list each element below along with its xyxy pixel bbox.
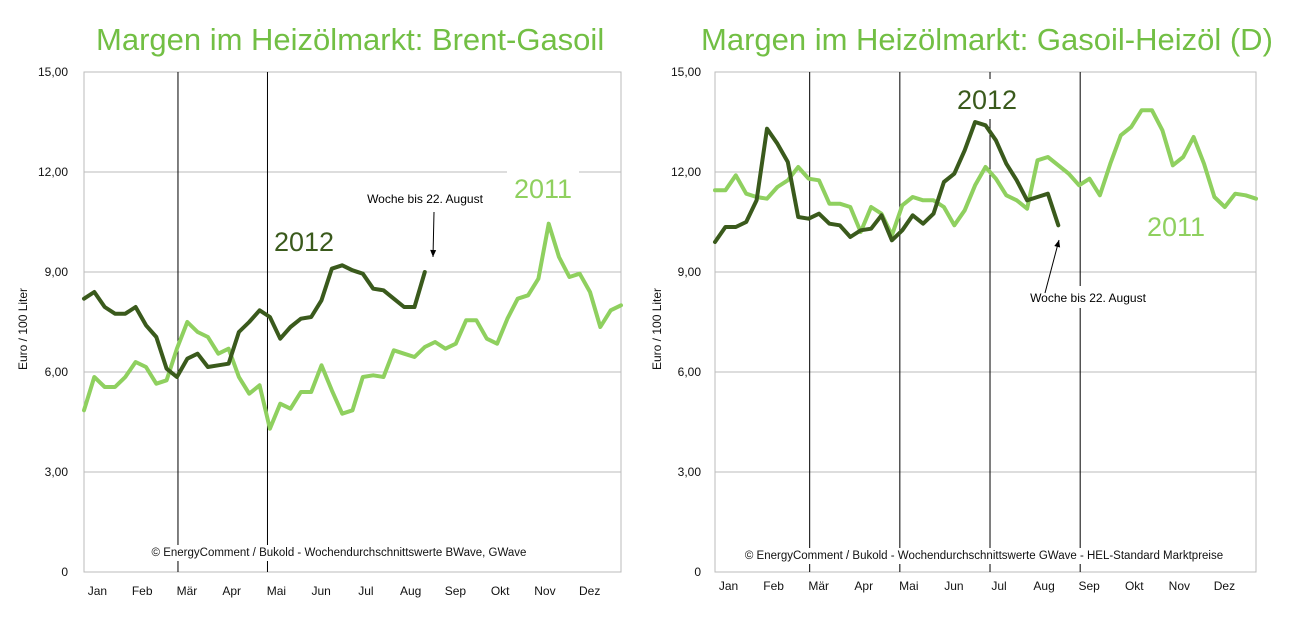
plot-frame bbox=[83, 71, 622, 573]
y-tick-label: 3,00 bbox=[678, 465, 702, 479]
series-label-2012-box bbox=[947, 79, 1027, 119]
chart-title: Margen im Heizölmarkt: Gasoil-Heizöl (D) bbox=[701, 22, 1273, 57]
line-chart-gasoil-heizoel: 0 3,00 6,00 9,00 12,00 15,00 Jan Feb Mär Apr Mai Ju… bbox=[671, 65, 1258, 593]
y-tick-label: 12,00 bbox=[38, 165, 68, 179]
annotation-arrowhead bbox=[1054, 240, 1061, 248]
x-tick-label: Dez bbox=[579, 584, 600, 598]
annotation-arrowhead bbox=[430, 249, 437, 257]
x-tick-label: Aug bbox=[1033, 579, 1054, 593]
annotation-arrow bbox=[1044, 239, 1060, 294]
series-label-2012-box bbox=[268, 222, 340, 260]
series-label-2011-box bbox=[507, 169, 579, 207]
source-note: © EnergyComment / Bukold - Wochendurchsc… bbox=[152, 547, 527, 559]
series-label-2011: 2011 bbox=[1147, 212, 1205, 242]
x-tick-label: Jun bbox=[944, 579, 963, 593]
series-line-2011 bbox=[713, 108, 1258, 238]
series-label-2012: 2012 bbox=[274, 227, 334, 257]
y-tick-label: 9,00 bbox=[45, 265, 69, 279]
series-label-2011-box bbox=[1140, 207, 1212, 245]
plot-frame bbox=[714, 71, 1257, 573]
x-tick-label: Jan bbox=[88, 584, 107, 598]
chart-title: Margen im Heizölmarkt: Brent-Gasoil bbox=[96, 22, 605, 57]
chart-panel-brent-gasoil: Margen im Heizölmarkt: Brent-Gasoil Euro… bbox=[0, 0, 640, 620]
x-tick-label: Mai bbox=[267, 584, 286, 598]
annotation-box bbox=[350, 187, 500, 209]
x-tick-label: Nov bbox=[534, 584, 555, 598]
x-tick-label: Okt bbox=[1125, 579, 1144, 593]
annotation-box bbox=[1013, 286, 1163, 308]
annotation-arrow bbox=[432, 211, 435, 258]
source-note: © EnergyComment / Bukold - Wochendurchsc… bbox=[745, 550, 1223, 562]
annotation-week-label: Woche bis 22. August bbox=[1030, 291, 1147, 305]
series-line-2012 bbox=[82, 263, 427, 379]
x-tick-label: Sep bbox=[445, 584, 467, 598]
y-tick-label: 3,00 bbox=[45, 465, 69, 479]
x-tick-label: Jul bbox=[991, 579, 1006, 593]
x-tick-label: Apr bbox=[854, 579, 873, 593]
x-tick-label: Mär bbox=[808, 579, 829, 593]
y-tick-label: 0 bbox=[61, 565, 68, 579]
y-tick-label: 6,00 bbox=[678, 365, 702, 379]
x-tick-label: Sep bbox=[1079, 579, 1101, 593]
series-line-2011 bbox=[82, 221, 623, 431]
source-note-box bbox=[739, 548, 1229, 564]
source-note-box bbox=[146, 545, 532, 561]
y-tick-label: 6,00 bbox=[45, 365, 69, 379]
x-tick-label: Feb bbox=[132, 584, 153, 598]
x-tick-label: Jun bbox=[311, 584, 330, 598]
x-tick-label: Mai bbox=[899, 579, 918, 593]
y-tick-label: 15,00 bbox=[671, 65, 701, 79]
x-tick-label: Jan bbox=[719, 579, 738, 593]
y-tick-label: 0 bbox=[694, 565, 701, 579]
y-tick-label: 9,00 bbox=[678, 265, 702, 279]
annotation-week-label: Woche bis 22. August bbox=[367, 192, 484, 206]
x-tick-label: Okt bbox=[491, 584, 510, 598]
y-tick-label: 12,00 bbox=[671, 165, 701, 179]
y-tick-label: 15,00 bbox=[38, 65, 68, 79]
x-tick-label: Dez bbox=[1214, 579, 1235, 593]
series-label-2011: 2011 bbox=[514, 174, 572, 204]
series-label-2012: 2012 bbox=[957, 85, 1017, 115]
x-tick-label: Jul bbox=[358, 584, 373, 598]
x-tick-label: Nov bbox=[1169, 579, 1190, 593]
x-tick-label: Apr bbox=[222, 584, 241, 598]
chart-panel-gasoil-heizoel: Margen im Heizölmarkt: Gasoil-Heizöl (D)… bbox=[645, 0, 1294, 620]
x-tick-label: Aug bbox=[400, 584, 421, 598]
x-tick-label: Mär bbox=[177, 584, 198, 598]
series-line-2012 bbox=[713, 120, 1061, 244]
x-tick-label: Feb bbox=[763, 579, 784, 593]
line-chart-brent-gasoil: 0 3,00 6,00 9,00 12,00 15,00 Jan Feb Mär Apr Mai Ju… bbox=[38, 65, 623, 598]
